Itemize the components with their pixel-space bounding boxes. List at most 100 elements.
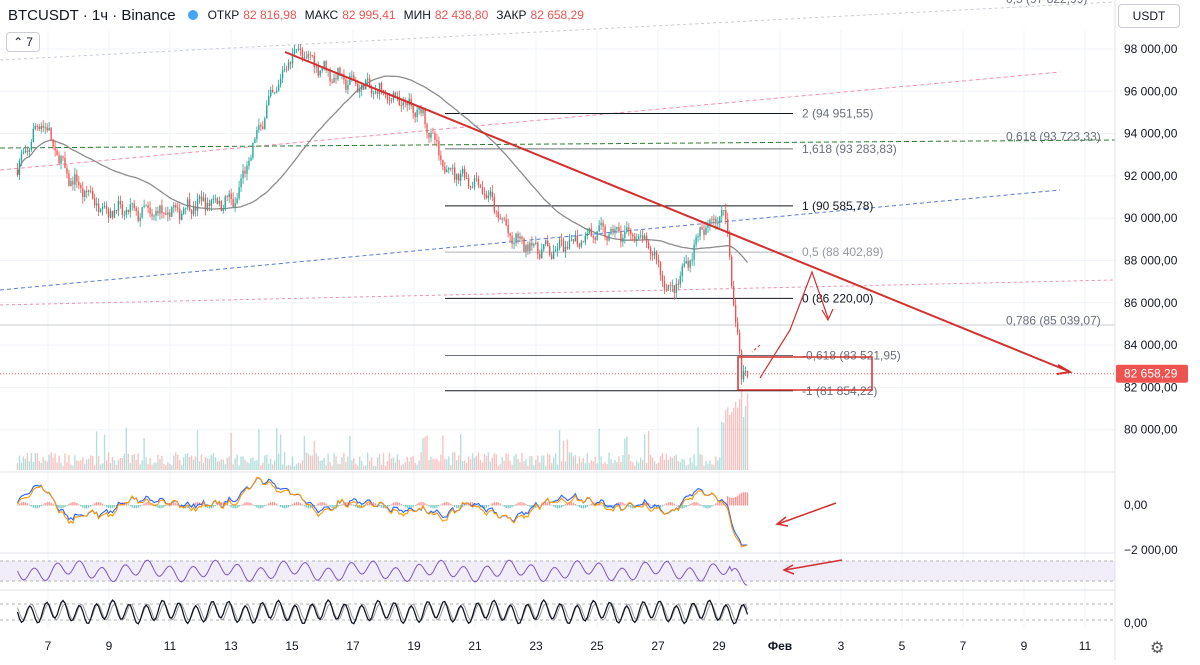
- macd-hist-bar: [30, 505, 32, 507]
- price-tick: 86 000,00: [1124, 296, 1178, 310]
- volume-bar: [266, 454, 268, 470]
- currency-button[interactable]: USDT: [1118, 4, 1180, 28]
- volume-bar: [90, 455, 92, 470]
- candle-body: [663, 281, 666, 290]
- volume-bar: [289, 465, 292, 470]
- candle-body: [420, 106, 422, 114]
- macd-hist-bar: [560, 505, 563, 508]
- volume-bar: [226, 457, 228, 470]
- macd-hist-bar: [36, 505, 38, 509]
- candle-body: [327, 70, 329, 72]
- macd-hist-bar: [653, 505, 656, 508]
- volume-bar: [363, 465, 365, 470]
- macd-arrowhead: [775, 516, 789, 527]
- candle-body: [618, 227, 620, 232]
- indicators-toggle-button[interactable]: ⌃ 7: [6, 32, 40, 52]
- volume-bar: [376, 457, 379, 470]
- candle-body: [370, 88, 373, 94]
- chart-header: BTCUSDT · 1ч · Binance ОТКР 82 816,98 МА…: [0, 0, 588, 30]
- macd-hist-bar: [175, 502, 177, 506]
- candle-body: [295, 49, 298, 51]
- macd-hist-bar: [78, 504, 80, 506]
- candle-body: [303, 57, 306, 59]
- volume-bar: [746, 393, 749, 470]
- macd-hist-bar: [430, 505, 432, 508]
- candle-body: [521, 236, 523, 239]
- last-price-label: 82 658,29: [1124, 367, 1178, 381]
- volume-bar: [638, 462, 640, 470]
- candle-body: [459, 173, 462, 181]
- volume-bar: [556, 464, 559, 470]
- volume-bar: [345, 462, 347, 470]
- macd-tick: 0,00: [1124, 498, 1148, 512]
- macd-hist-bar: [285, 505, 288, 509]
- macd-hist-bar: [669, 502, 672, 506]
- candle-body: [515, 233, 517, 243]
- fib-label: 2 (94 951,55): [802, 107, 873, 121]
- volume-bar: [28, 461, 31, 470]
- candle-body: [44, 127, 46, 129]
- volume-bar: [732, 407, 735, 470]
- price-tick: 84 000,00: [1124, 338, 1178, 352]
- candle-body: [222, 209, 224, 211]
- macd-hist-bar: [612, 505, 614, 507]
- ohlc-low-value: 82 438,80: [434, 8, 489, 22]
- volume-bar: [359, 456, 361, 470]
- volume-bar: [299, 463, 302, 470]
- volume-bar: [570, 452, 573, 470]
- candle-body: [335, 77, 337, 80]
- volume-bar: [634, 465, 636, 470]
- candle-body: [655, 251, 658, 260]
- candle-body: [622, 237, 624, 242]
- macd-hist-bar: [28, 504, 31, 506]
- macd-hist-bar: [125, 502, 127, 506]
- volume-bar: [105, 460, 108, 470]
- macd-hist-bar: [485, 505, 488, 508]
- volume-bar: [153, 462, 155, 470]
- macd-hist-bar: [428, 505, 430, 507]
- right-fib-label: 0,786 (85 039,07): [1006, 313, 1101, 327]
- macd-hist-bar: [388, 505, 391, 507]
- volume-bar: [291, 456, 294, 470]
- volume-bar: [240, 456, 242, 470]
- volume-bar: [552, 457, 555, 470]
- fib-levels: 2 (94 951,55) 1,618 (93 283,83) 1 (90 585,…: [445, 0, 1101, 398]
- symbol-title[interactable]: BTCUSDT · 1ч · Binance: [8, 6, 176, 24]
- candle-body: [422, 109, 424, 114]
- macd-hist-bar: [66, 505, 68, 506]
- gear-icon[interactable]: ⚙: [1150, 640, 1165, 657]
- candle-body: [744, 370, 747, 372]
- candle-body: [547, 240, 549, 246]
- candle-body: [543, 244, 545, 250]
- macd-hist-bar: [578, 505, 581, 508]
- macd-hist-bar: [556, 505, 559, 509]
- candle-body: [18, 160, 21, 175]
- candle-body: [503, 218, 505, 220]
- volume-bar: [465, 462, 468, 470]
- volume-bar: [236, 454, 238, 470]
- macd-hist-bar: [188, 505, 191, 507]
- candle-body: [616, 227, 618, 230]
- candle-body: [572, 239, 575, 242]
- volume-bar: [446, 459, 448, 470]
- macd-hist-bar: [40, 505, 42, 507]
- candle-body: [366, 78, 369, 81]
- volume-bar: [24, 458, 27, 470]
- volume-bar: [671, 457, 674, 470]
- macd-hist-bar: [236, 505, 238, 509]
- volume-bar: [46, 461, 48, 470]
- macd-hist-bar: [351, 504, 353, 506]
- macd-hist-bar: [95, 502, 98, 506]
- macd-hist-bar: [111, 505, 114, 509]
- candle-body: [297, 48, 300, 50]
- candle-body: [268, 96, 270, 106]
- candle-body: [562, 240, 565, 252]
- fib-label: -1 (81 854,22): [802, 384, 877, 398]
- ohlc-close-label: ЗАКР: [496, 8, 527, 22]
- candle-body: [721, 210, 723, 217]
- macd-hist-bar: [404, 505, 406, 508]
- macd-hist-bar: [105, 505, 108, 507]
- macd-hist-bar: [721, 502, 723, 506]
